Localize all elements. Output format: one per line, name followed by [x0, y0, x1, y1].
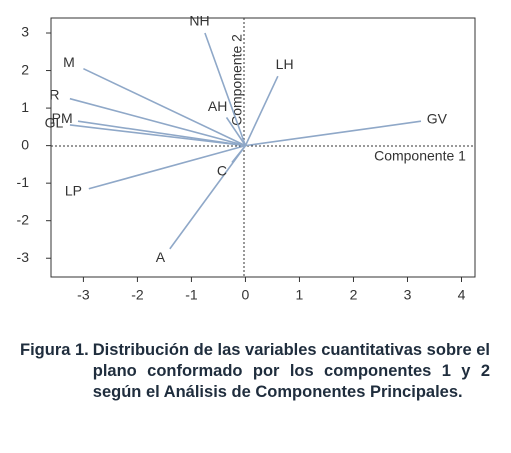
point-label: AH: [208, 98, 227, 114]
loading-vector: [83, 67, 246, 147]
loading-vector: [69, 97, 246, 147]
loading-vector: [69, 124, 246, 147]
x-tick-label: 4: [458, 287, 466, 303]
loading-vector: [231, 145, 247, 164]
caption-text: Distribución de las variables cuantitati…: [92, 341, 490, 401]
x-tick-label: 1: [296, 287, 304, 303]
loading-vector: [88, 144, 246, 190]
x-tick-label: -2: [131, 287, 144, 303]
chart: Componente 1 Componente 2 -3 -2 -1 0 1 2 3 4 -3 -…: [17, 12, 476, 303]
y-tick-label: -2: [17, 211, 30, 227]
caption-label: Figura 1.: [20, 341, 89, 359]
point-label: LH: [276, 56, 294, 72]
plot-frame: [50, 17, 476, 278]
point-label: GV: [427, 110, 448, 126]
loading-vector: [225, 117, 247, 147]
x-axis-label: Componente 1: [374, 148, 466, 164]
x-tick-label: -3: [77, 287, 90, 303]
y-tick-label: -1: [17, 174, 30, 190]
loading-vector: [204, 32, 247, 146]
loading-vector: [244, 75, 279, 146]
point-label: R: [49, 86, 59, 102]
y-tick-label: -3: [17, 249, 30, 265]
point-label: NH: [189, 12, 209, 28]
y-tick-label: 2: [21, 61, 29, 77]
point-label: A: [156, 249, 166, 265]
point-label: M: [63, 54, 75, 70]
y-tick-label: 1: [21, 99, 29, 115]
y-tick-label: 3: [21, 24, 29, 40]
x-tick-label: 0: [242, 287, 250, 303]
x-tick-label: 2: [350, 287, 358, 303]
x-tick-label: 3: [404, 287, 412, 303]
loading-vector: [169, 145, 247, 250]
x-tick-label: -1: [185, 287, 198, 303]
loading-vector: [245, 120, 422, 147]
caption: Figura 1. Distribución de las variables …: [20, 340, 490, 403]
y-axis-label: Componente 2: [229, 34, 245, 126]
point-label: PM: [52, 110, 73, 126]
point-label: LP: [65, 183, 82, 199]
point-label: GL: [45, 114, 64, 130]
point-label: C: [217, 163, 227, 179]
y-tick-label: 0: [21, 136, 29, 152]
